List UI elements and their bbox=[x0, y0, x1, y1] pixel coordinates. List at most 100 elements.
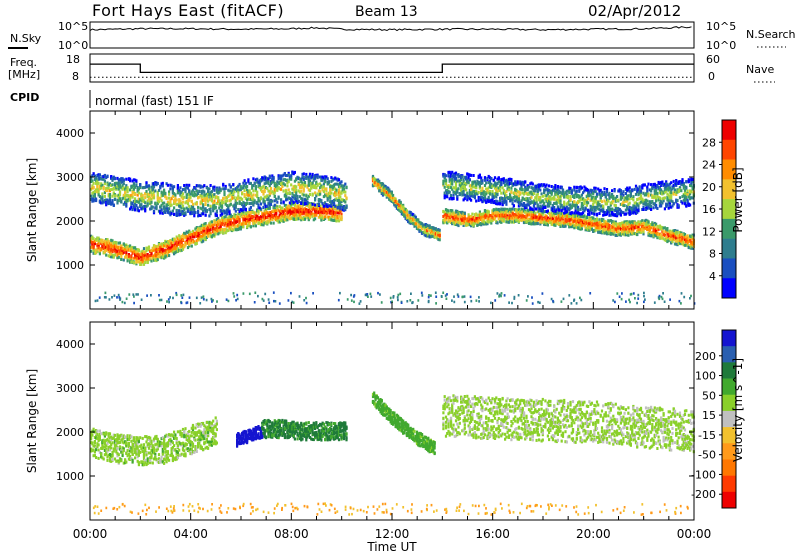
power-cell bbox=[670, 233, 673, 237]
power-cell bbox=[132, 178, 135, 182]
power-cell bbox=[142, 254, 146, 257]
power-cell bbox=[344, 206, 347, 210]
power-cell bbox=[516, 218, 519, 222]
power-cell bbox=[259, 188, 263, 192]
power-cell bbox=[254, 193, 257, 197]
power-cell bbox=[314, 174, 317, 178]
power-cell bbox=[399, 201, 402, 205]
power-cell bbox=[599, 226, 602, 230]
power-cell bbox=[277, 195, 280, 199]
power-cell bbox=[662, 226, 665, 230]
power-cell bbox=[480, 213, 483, 216]
power-cell bbox=[256, 190, 259, 194]
power-cell bbox=[134, 185, 137, 189]
power-cell bbox=[209, 184, 212, 187]
power-cell bbox=[295, 191, 298, 195]
power-cell bbox=[271, 210, 274, 214]
power-cell bbox=[413, 214, 416, 218]
power-cell bbox=[132, 261, 135, 265]
power-cell bbox=[407, 219, 410, 223]
power-cell bbox=[242, 210, 245, 214]
power-cell bbox=[287, 206, 290, 210]
power-cell bbox=[280, 174, 283, 178]
power-cell bbox=[276, 184, 279, 188]
power-cell bbox=[408, 217, 411, 221]
power-cell bbox=[244, 203, 247, 206]
power-cell bbox=[383, 192, 386, 196]
power-cell bbox=[641, 223, 644, 226]
power-cell bbox=[113, 244, 117, 247]
power-cell bbox=[204, 207, 207, 211]
power-cell bbox=[210, 190, 213, 194]
power-cell bbox=[604, 220, 607, 224]
power-cell bbox=[477, 218, 480, 222]
power-cell bbox=[283, 172, 286, 176]
power-cell bbox=[246, 188, 249, 192]
power-cell bbox=[264, 195, 268, 199]
power-cell bbox=[224, 231, 227, 235]
power-cell bbox=[103, 239, 106, 243]
power-cell bbox=[342, 187, 346, 191]
power-cell bbox=[324, 201, 327, 205]
power-cell bbox=[568, 225, 571, 229]
power-cell bbox=[502, 215, 505, 219]
power-cell bbox=[564, 224, 567, 228]
power-cell bbox=[529, 209, 532, 213]
power-cell bbox=[165, 204, 168, 208]
power-cell bbox=[301, 172, 304, 176]
power-cell bbox=[452, 220, 455, 224]
power-cell bbox=[340, 200, 343, 203]
power-cell bbox=[190, 212, 193, 215]
power-cell bbox=[200, 207, 203, 211]
power-cell bbox=[134, 248, 137, 252]
power-cell bbox=[151, 248, 154, 252]
power-cell bbox=[275, 197, 278, 201]
power-cell bbox=[122, 202, 125, 206]
power-cell bbox=[492, 209, 495, 213]
power-cell bbox=[488, 217, 492, 221]
power-cell bbox=[256, 217, 259, 221]
power-cell bbox=[292, 210, 295, 214]
power-cell bbox=[238, 217, 241, 221]
power-cell bbox=[236, 186, 239, 190]
power-cell bbox=[582, 220, 585, 224]
power-cell bbox=[632, 225, 635, 229]
power-cell bbox=[478, 216, 481, 219]
power-cell bbox=[650, 232, 653, 236]
power-cell bbox=[135, 250, 138, 254]
power-cell bbox=[97, 246, 100, 250]
power-cell bbox=[112, 248, 115, 252]
power-cell bbox=[262, 218, 265, 222]
power-cell bbox=[481, 221, 484, 225]
power-cell bbox=[613, 226, 616, 230]
power-cell bbox=[249, 216, 252, 220]
power-cell bbox=[157, 252, 161, 255]
power-cell bbox=[236, 214, 239, 218]
power-cell bbox=[405, 216, 408, 220]
power-cell bbox=[130, 184, 133, 188]
power-cell bbox=[93, 198, 96, 202]
power-cell bbox=[483, 214, 487, 218]
nsky-series-line bbox=[89, 26, 692, 32]
power-cell bbox=[251, 218, 254, 222]
power-cell bbox=[110, 175, 113, 178]
power-cell bbox=[130, 255, 133, 258]
power-cell bbox=[305, 198, 308, 202]
power-cell bbox=[522, 221, 526, 225]
power-cell bbox=[106, 183, 109, 187]
power-cell bbox=[268, 184, 271, 188]
power-cell bbox=[656, 226, 659, 230]
power-cell bbox=[387, 193, 390, 197]
power-cell bbox=[97, 175, 100, 179]
power-cell bbox=[155, 254, 158, 257]
power-cell bbox=[188, 196, 191, 200]
power-cell bbox=[159, 252, 162, 256]
power-cell bbox=[637, 222, 640, 226]
power-cell bbox=[526, 211, 529, 215]
power-cell bbox=[438, 238, 441, 242]
power-cell bbox=[614, 222, 617, 226]
power-cell bbox=[512, 220, 515, 224]
power-cell bbox=[500, 220, 503, 224]
power-cell bbox=[176, 202, 179, 206]
power-cell bbox=[118, 246, 122, 250]
